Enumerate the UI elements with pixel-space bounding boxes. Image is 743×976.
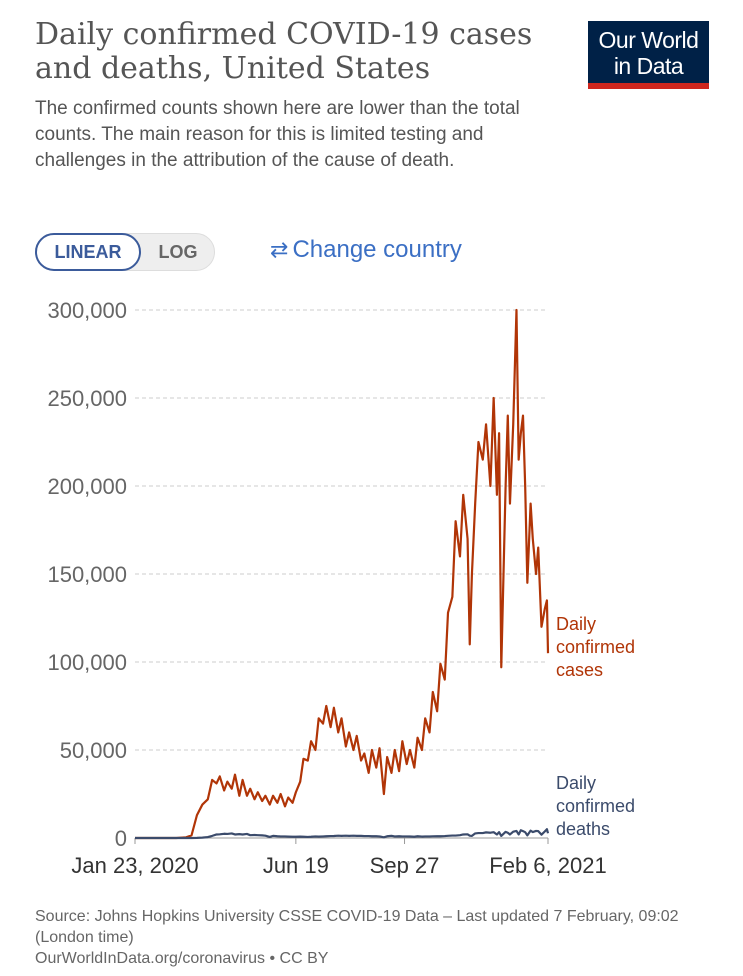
x-tick-label: Feb 6, 2021 (489, 853, 606, 878)
x-tick-label: Jun 19 (263, 853, 329, 878)
y-tick-label: 250,000 (47, 386, 127, 411)
y-tick-label: 200,000 (47, 474, 127, 499)
linear-button[interactable]: LINEAR (35, 233, 141, 271)
source-note: Source: Johns Hopkins University CSSE CO… (35, 908, 679, 946)
scale-toggle: LINEAR LOG (35, 233, 215, 271)
series-label: Daily confirmed cases (556, 614, 636, 681)
series-line (135, 308, 550, 840)
y-tick-label: 150,000 (47, 562, 127, 587)
x-tick-label: Sep 27 (370, 853, 440, 878)
change-country-text: Change country (292, 236, 462, 263)
change-country-link[interactable]: ⇄ Change country (270, 236, 462, 264)
swap-icon: ⇄ (270, 237, 289, 262)
y-tick-label: 300,000 (47, 298, 127, 323)
chart-title: Daily confirmed COVID-19 cases and death… (35, 17, 533, 86)
logo[interactable]: Our World in Data (588, 21, 709, 89)
subtitle: The confirmed counts shown here are lowe… (35, 98, 520, 171)
series-line (135, 828, 550, 840)
y-tick-label: 100,000 (47, 650, 127, 675)
y-tick-label: 50,000 (60, 738, 127, 763)
y-tick-label: 0 (115, 826, 127, 851)
license-note: OurWorldInData.org/coronavirus • CC BY (35, 950, 329, 967)
footer: Source: Johns Hopkins University CSSE CO… (35, 906, 685, 969)
x-tick-label: Jan 23, 2020 (71, 853, 198, 878)
series-label: Daily confirmed deaths (556, 773, 636, 839)
log-button[interactable]: LOG (158, 242, 198, 262)
